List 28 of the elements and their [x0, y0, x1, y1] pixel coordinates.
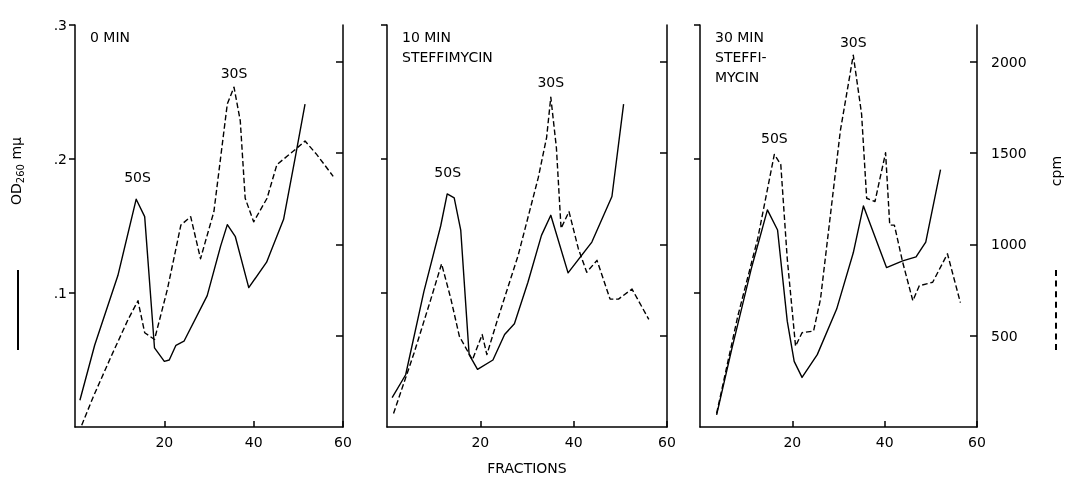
y-tick-label: .3: [53, 17, 67, 33]
y-tick-label: .2: [53, 151, 67, 167]
x-tick-label: 60: [658, 434, 676, 450]
x-axis-title: FRACTIONS: [487, 460, 567, 476]
annotation: 50S: [124, 169, 151, 186]
annotation: 30S: [220, 64, 248, 81]
annotation: 50S: [434, 163, 462, 180]
x-tick-label: 20: [783, 434, 802, 450]
y2-tick-label: 1500: [991, 144, 1027, 161]
annotation: 30S: [537, 74, 565, 91]
y-axis-title: OD260 mμ: [8, 136, 26, 205]
text: 30 MIN STEFFI- MYCIN: [715, 29, 767, 85]
y2-tick-label: 1000: [991, 236, 1027, 253]
x-tick-label: 20: [155, 434, 174, 450]
y2-tick-label: 500: [991, 327, 1018, 344]
y2-axis-title: cpm: [1048, 155, 1064, 187]
y2-tick-label: 2000: [991, 53, 1027, 70]
x-tick-label: 40: [875, 434, 894, 450]
x-tick-label: 40: [564, 434, 583, 450]
x-tick-label: 60: [334, 434, 352, 450]
text: 10 MIN STEFFIMYCIN: [402, 29, 493, 65]
x-tick-label: 60: [968, 434, 986, 450]
x-tick-label: 20: [471, 434, 490, 450]
annotation: 50S: [760, 130, 788, 147]
annotation: 30S: [839, 33, 867, 50]
x-tick-label: 40: [244, 434, 263, 450]
y-tick-label: .1: [53, 285, 67, 301]
chart-title: 0 MIN: [90, 29, 131, 45]
